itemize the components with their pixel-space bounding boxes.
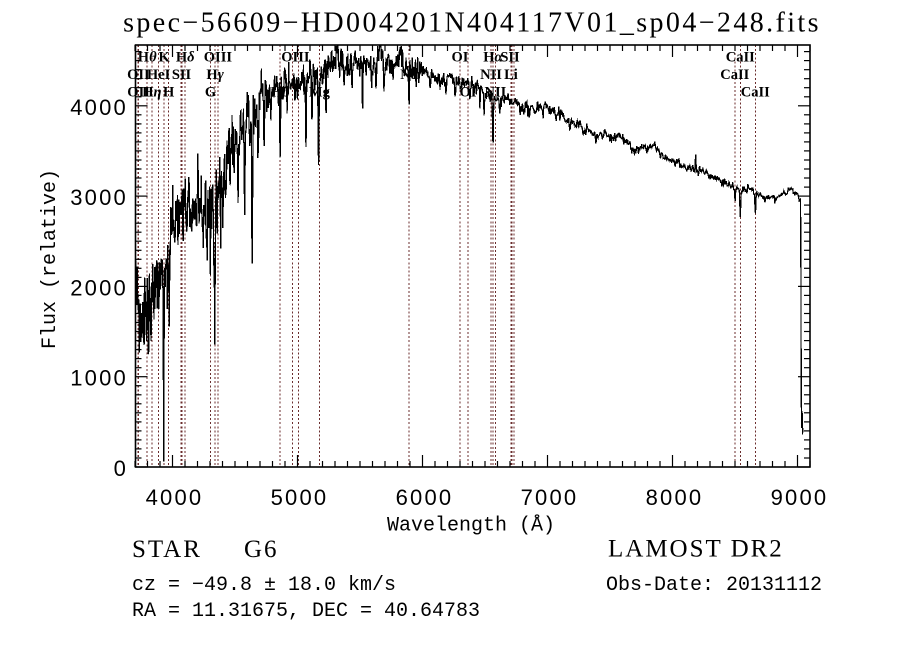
svg-text:HeI: HeI — [147, 67, 171, 83]
svg-text:OIII: OIII — [204, 50, 233, 66]
svg-text:K: K — [159, 50, 171, 66]
svg-text:OIII: OIII — [281, 50, 310, 66]
svg-text:9000: 9000 — [771, 485, 829, 510]
svg-text:Hα: Hα — [483, 50, 503, 66]
svg-text:6000: 6000 — [396, 485, 454, 510]
svg-text:NII: NII — [480, 67, 502, 83]
svg-text:Li: Li — [504, 67, 518, 83]
svg-text:SII: SII — [172, 67, 192, 83]
svg-text:H: H — [163, 85, 175, 101]
svg-text:Na: Na — [400, 67, 418, 83]
svg-text:G6: G6 — [244, 536, 279, 563]
svg-text:Mg: Mg — [309, 85, 331, 101]
svg-text:2000: 2000 — [70, 275, 128, 300]
svg-text:Obs-Date: 20131112: Obs-Date: 20131112 — [606, 574, 822, 597]
svg-text:NII: NII — [485, 85, 507, 101]
svg-text:7000: 7000 — [521, 485, 579, 510]
svg-text:1000: 1000 — [70, 366, 128, 391]
svg-text:5000: 5000 — [271, 485, 329, 510]
svg-text:Hδ: Hδ — [176, 50, 195, 66]
svg-text:OII: OII — [127, 67, 150, 83]
svg-text:RA = 11.31675, DEC = 40.64783: RA = 11.31675, DEC = 40.64783 — [132, 600, 480, 623]
svg-text:SII: SII — [500, 50, 520, 66]
svg-text:cz = −49.8 ± 18.0 km/s: cz = −49.8 ± 18.0 km/s — [132, 574, 396, 597]
svg-text:4000: 4000 — [70, 95, 128, 120]
svg-text:OII: OII — [127, 85, 150, 101]
svg-text:OI: OI — [460, 85, 477, 101]
svg-text:OI: OI — [452, 50, 469, 66]
svg-text:STAR: STAR — [132, 536, 202, 563]
svg-text:Hη: Hη — [142, 85, 161, 101]
svg-text:G: G — [205, 85, 216, 101]
svg-text:4000: 4000 — [146, 485, 204, 510]
svg-text:0: 0 — [114, 456, 128, 481]
svg-text:Hθ: Hθ — [138, 50, 157, 66]
svg-text:Hβ: Hβ — [271, 85, 290, 101]
svg-text:CaII: CaII — [720, 67, 749, 83]
svg-text:3000: 3000 — [70, 185, 128, 210]
svg-text:LAMOST DR2: LAMOST DR2 — [608, 536, 784, 563]
svg-text:CaII: CaII — [741, 85, 770, 101]
svg-text:Flux (relative): Flux (relative) — [39, 169, 62, 349]
svg-text:Wavelength (Å): Wavelength (Å) — [387, 515, 555, 538]
svg-text:8000: 8000 — [646, 485, 704, 510]
svg-text:CaII: CaII — [726, 50, 755, 66]
svg-text:Hγ: Hγ — [206, 67, 224, 83]
svg-text:spec−56609−HD004201N404117V01_: spec−56609−HD004201N404117V01_sp04−248.f… — [123, 8, 821, 39]
